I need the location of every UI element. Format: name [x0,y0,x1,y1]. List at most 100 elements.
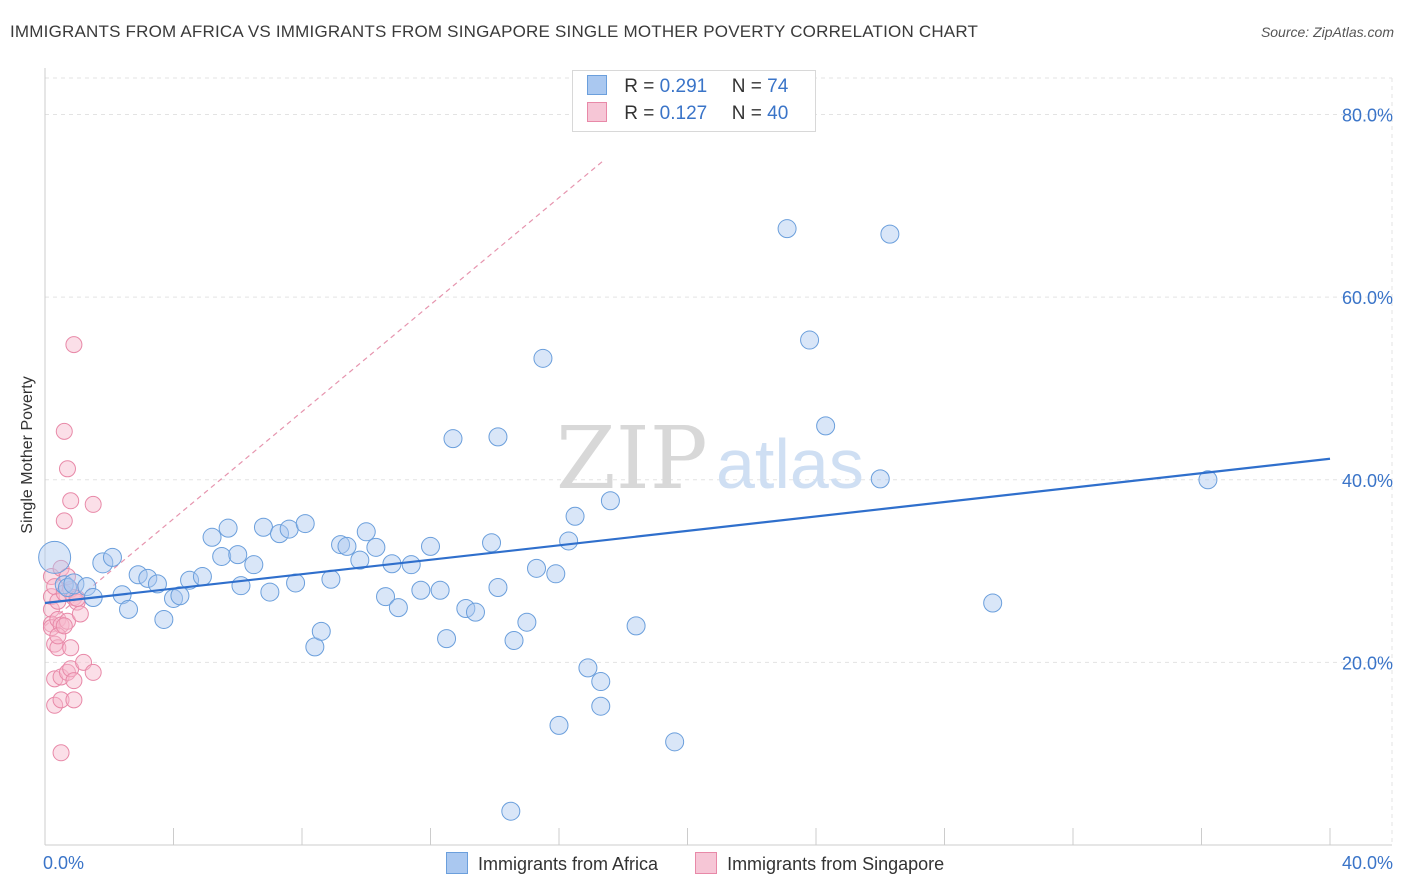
africa-point [63,573,85,595]
africa-r-label: R = [624,76,655,97]
legend-row-singapore: R = 0.127 N = 40 [587,102,788,126]
source-label: Source: ZipAtlas.com [1260,24,1394,40]
africa-point [983,593,1003,613]
y-tick-label-20: 20.0% [1342,653,1393,673]
singapore-point [65,336,83,354]
africa-point [546,564,566,584]
y-tick-label-80: 80.0% [1342,106,1393,126]
africa-point [533,348,553,368]
africa-point [279,519,299,539]
singapore-r-label: R = [624,103,655,124]
africa-point [800,330,820,350]
africa-point [565,506,585,526]
africa-point [366,537,386,557]
africa-point [180,570,200,590]
africa-point [102,547,122,567]
africa-trendline-group [44,457,1331,605]
africa-point [465,602,485,622]
africa-point [119,599,139,619]
x-tick-label-min: 0.0% [43,853,84,873]
legend-item-singapore[interactable]: Immigrants from Singapore [695,852,944,875]
watermark: ZIP atlas [556,409,864,509]
africa-point [482,533,502,553]
africa-point [443,429,463,449]
africa-point [38,540,72,574]
africa-point [376,587,396,607]
singapore-point [49,627,67,645]
africa-legend-label: Immigrants from Africa [478,854,659,874]
singapore-legend-swatch [695,852,718,874]
africa-point [321,569,341,589]
singapore-swatch [587,102,607,122]
singapore-point [84,495,102,513]
singapore-point [84,663,102,681]
singapore-n-label: N = [731,103,762,124]
africa-point [437,629,457,649]
africa-point [154,609,174,629]
africa-point [559,531,579,551]
singapore-point [58,460,76,478]
singapore-point [55,512,73,530]
africa-point [527,558,547,578]
africa-point [777,219,797,239]
africa-point [501,801,521,821]
legend-row-africa: R = 0.291 N = 74 [587,75,788,99]
singapore-point [55,422,73,440]
africa-point [350,550,370,570]
axes [44,68,1392,846]
singapore-point [65,672,83,690]
africa-legend-swatch [446,852,468,874]
africa-point [331,535,351,555]
watermark-atlas: atlas [716,425,864,503]
africa-point [138,568,158,588]
y-tick-label-60: 60.0% [1342,288,1393,308]
africa-point [504,630,524,650]
africa-point [411,580,431,600]
series-legend: Immigrants from Africa Immigrants from S… [446,852,976,875]
africa-point [430,580,450,600]
africa-point [337,536,357,556]
singapore-point [62,492,80,510]
africa-point [488,427,508,447]
africa-point [147,574,167,594]
africa-point [549,715,569,735]
africa-point [1198,470,1218,490]
africa-point [128,565,148,585]
watermark-zip: ZIP [556,409,708,509]
correlation-legend: R = 0.291 N = 74 R = 0.127 N = 40 [572,70,816,132]
africa-point [356,522,376,542]
singapore-trendline-group [44,159,605,627]
africa-point [228,545,248,565]
africa-point [421,536,440,556]
africa-point [57,578,77,598]
singapore-n-value: 40 [767,103,789,124]
chart-title: IMMIGRANTS FROM AFRICA VS IMMIGRANTS FRO… [10,22,979,41]
singapore-point [52,691,70,709]
africa-point [295,514,315,534]
africa-point [816,416,836,436]
legend-item-africa[interactable]: Immigrants from Africa [446,852,658,875]
singapore-points [42,336,102,762]
singapore-point [52,744,70,762]
africa-point [77,577,97,597]
africa-point [665,732,685,752]
singapore-point [65,691,83,709]
tick-labels: 20.0% 40.0% 60.0% 80.0% 0.0% 40.0% [43,106,1393,873]
africa-point [388,598,408,618]
africa-point [212,546,232,566]
africa-point [192,567,212,587]
singapore-point [71,605,89,623]
x-tick-label-max: 40.0% [1342,853,1393,873]
africa-point [244,555,264,575]
africa-point [488,578,508,598]
africa-trendline [44,457,1331,605]
africa-point [870,469,890,489]
singapore-r-value: 0.127 [659,103,708,124]
africa-n-value: 74 [767,76,789,97]
singapore-point [58,612,76,630]
africa-point [170,586,190,606]
africa-point [626,616,646,636]
africa-point [270,524,290,544]
africa-point [92,552,114,574]
